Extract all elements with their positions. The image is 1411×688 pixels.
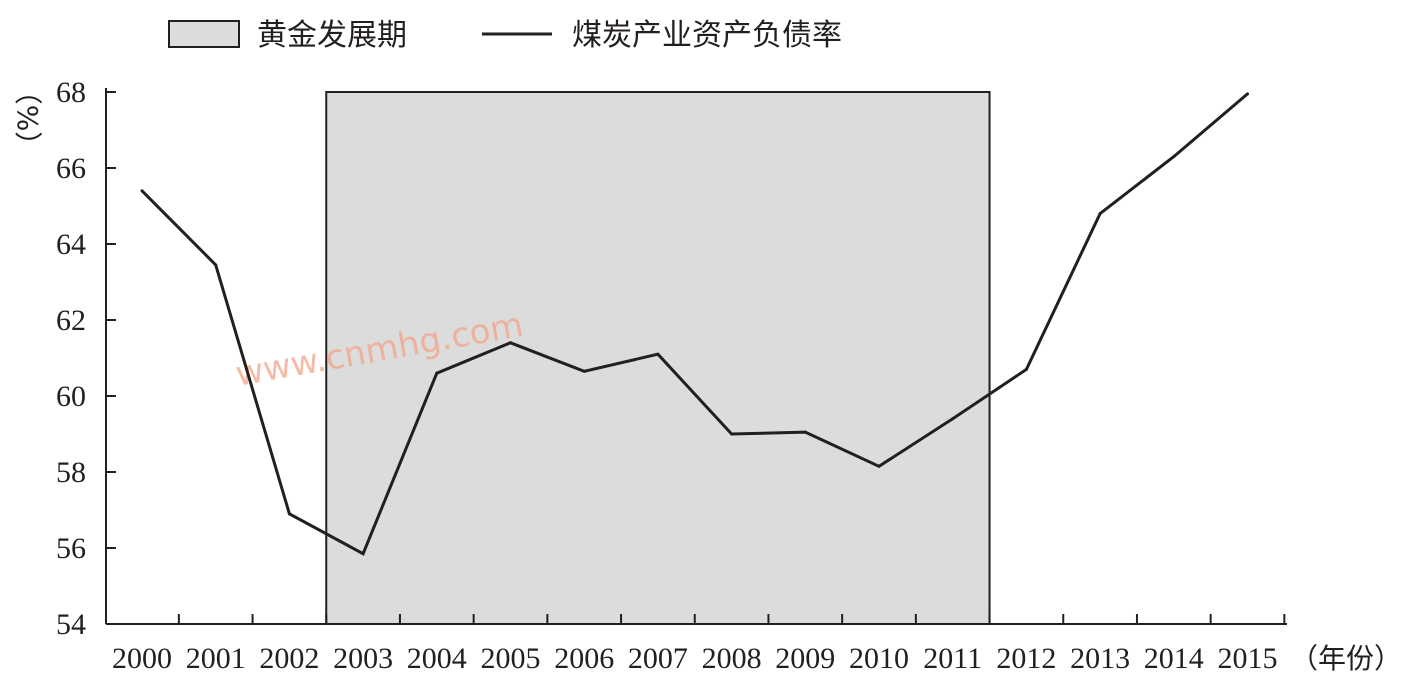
axes: 54 56 58 60 62 64 66 68 2000 2001 2002 2003 2004 2005… [56,76,1287,675]
x-tick-label: 2014 [1144,642,1204,675]
legend-swatch-band [168,20,240,48]
y-tick-label: 64 [56,228,86,261]
data-point [656,352,660,356]
x-tick-label: 2015 [1218,642,1278,675]
series-layer [140,92,1249,556]
data-point [877,464,881,468]
y-tick-label: 68 [56,76,86,109]
data-point [509,341,512,345]
data-point [1024,367,1028,371]
legend: 黄金发展期 煤炭产业资产负债率 [168,18,842,53]
data-point [1098,212,1102,216]
y-tick-label: 62 [56,304,86,337]
y-tick-label: 60 [56,380,86,413]
x-tick-label: 2003 [333,642,393,675]
data-point [1246,92,1249,96]
data-point [361,552,365,556]
x-tick-label: 2013 [1070,642,1130,675]
data-point [730,432,734,436]
legend-label-band: 黄金发展期 [257,18,407,53]
data-point [582,369,586,373]
y-unit-symbol: % [11,105,44,132]
data-point [803,430,807,434]
y-tick-label: 56 [56,532,86,565]
x-tick-label: 2001 [186,642,246,675]
y-tick-label: 54 [56,608,86,641]
x-tick-label: 2005 [481,642,541,675]
data-point [435,371,439,375]
x-tick-label: 2011 [923,642,982,675]
x-tick-label: 2006 [554,642,614,675]
x-unit-text: 年份 [1318,642,1374,675]
data-point [287,512,291,516]
data-point [214,263,218,267]
x-tick-label: 2012 [996,642,1056,675]
data-point [1172,155,1176,159]
y-tick-label: 58 [56,456,86,489]
y-axis-unit: （%） [11,77,44,160]
series-line [140,92,1249,556]
y-axis-unit-label: （%） [11,77,44,160]
x-tick-label: 2009 [775,642,835,675]
x-tick-label: 2002 [259,642,319,675]
x-axis-unit-label: （年份） [1290,642,1402,675]
y-tick-label: 66 [56,152,86,185]
x-tick-label: 2008 [702,642,762,675]
x-tick-label: 2004 [407,642,467,675]
x-tick-label: 2000 [112,642,172,675]
x-tick-label: 2007 [628,642,688,675]
legend-label-line: 煤炭产业资产负债率 [572,18,842,53]
x-tick-label: 2010 [849,642,909,675]
data-point [951,417,955,421]
data-point [140,189,144,193]
